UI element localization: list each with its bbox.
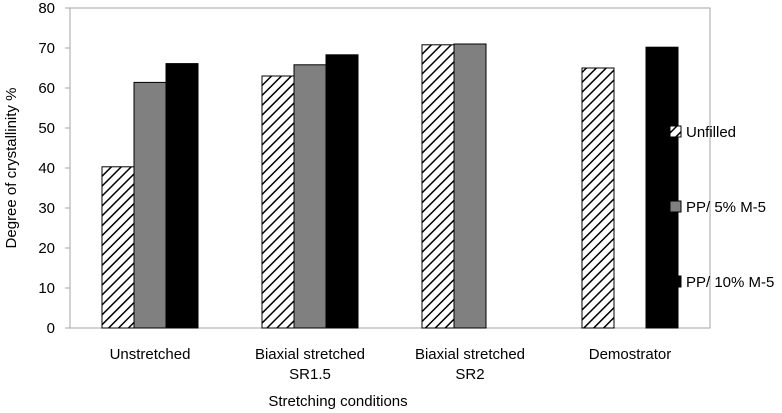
- y-tick-label: 60: [38, 80, 55, 97]
- legend-label: PP/ 5% M-5: [686, 199, 766, 216]
- x-category-label: Unstretched: [110, 346, 191, 363]
- y-tick-label: 20: [38, 240, 55, 257]
- legend-label: Unfilled: [686, 124, 736, 141]
- y-tick-label: 10: [38, 280, 55, 297]
- legend-swatch: [669, 125, 682, 138]
- bar-unfilled-0: [101, 166, 135, 329]
- bar-pp-5-m-5-1: [293, 64, 327, 329]
- bar-unfilled-1: [261, 75, 295, 329]
- legend-label: PP/ 10% M-5: [686, 274, 774, 291]
- bar-unfilled-3: [581, 67, 615, 329]
- x-category-label: Biaxial stretched SR1.5: [255, 346, 365, 383]
- bar-pp-5-m-5-2: [453, 43, 487, 329]
- y-tick-label: 0: [47, 320, 55, 337]
- x-category-label: Biaxial stretched SR2: [415, 346, 525, 383]
- legend-swatch: [669, 200, 682, 213]
- bar-pp-5-m-5-0: [133, 81, 167, 329]
- x-axis-title: Stretching conditions: [268, 393, 407, 410]
- y-tick-label: 80: [38, 0, 55, 17]
- bar-unfilled-2: [421, 44, 455, 329]
- y-tick-label: 70: [38, 40, 55, 57]
- bar-pp-10-m-5-0: [165, 63, 199, 329]
- y-tick-label: 40: [38, 160, 55, 177]
- x-category-label: Demostrator: [589, 346, 672, 363]
- y-tick-label: 50: [38, 120, 55, 137]
- legend-swatch: [669, 275, 682, 288]
- bar-pp-10-m-5-1: [325, 54, 359, 329]
- y-tick-label: 30: [38, 200, 55, 217]
- y-axis-title: Degree of crystallinity %: [3, 88, 20, 249]
